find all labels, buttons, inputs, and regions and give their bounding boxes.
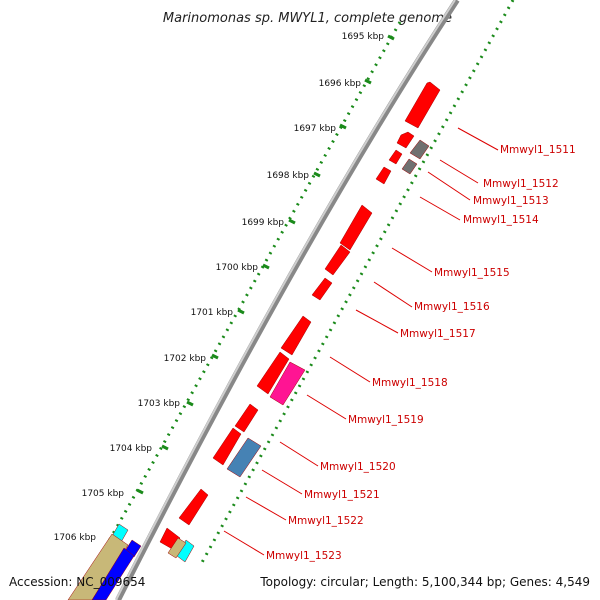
accession-text: Accession: NC_009654 bbox=[9, 575, 145, 589]
kbp-label-1701: 1701 kbp bbox=[191, 308, 234, 318]
kbp-label-1705: 1705 kbp bbox=[82, 489, 125, 499]
kbp-label-1702: 1702 kbp bbox=[164, 354, 207, 364]
gene-gray-arrow-1[interactable] bbox=[409, 139, 430, 160]
gene-1519-block[interactable] bbox=[269, 361, 306, 406]
gene-1516-arrow[interactable] bbox=[324, 244, 351, 276]
kbp-label-1703: 1703 kbp bbox=[138, 399, 181, 409]
kbp-label-1697: 1697 kbp bbox=[294, 124, 337, 134]
kbp-label-1698: 1698 kbp bbox=[267, 171, 310, 181]
gene-1514-arrow[interactable] bbox=[375, 166, 392, 185]
gene-1518b-arrow[interactable] bbox=[256, 351, 290, 395]
gene-khaki-small[interactable] bbox=[167, 537, 187, 559]
kbp-labels: 1695 kbp 1696 kbp 1697 kbp 1698 kbp 1699… bbox=[54, 32, 385, 543]
topology-text: Topology: circular; Length: 5,100,344 bp… bbox=[259, 575, 590, 589]
gene-1513-arrow[interactable] bbox=[388, 149, 403, 165]
genome-backbone-highlight bbox=[115, 0, 456, 600]
gene-label-1516[interactable]: Mmwyl1_1516 bbox=[414, 301, 490, 313]
gene-gray-arrow-2[interactable] bbox=[401, 158, 418, 175]
gene-1520b-arrow[interactable] bbox=[212, 427, 242, 466]
gene-label-group: Mmwyl1_1511 Mmwyl1_1512 Mmwyl1_1513 Mmwy… bbox=[266, 144, 576, 562]
gene-label-1520[interactable]: Mmwyl1_1520 bbox=[320, 461, 396, 473]
gene-khaki-large[interactable] bbox=[67, 533, 129, 600]
scale-track-outer bbox=[93, 21, 402, 567]
gene-label-1512[interactable]: Mmwyl1_1512 bbox=[483, 178, 559, 190]
gene-label-1519[interactable]: Mmwyl1_1519 bbox=[348, 414, 424, 426]
gene-label-1522[interactable]: Mmwyl1_1522 bbox=[288, 515, 364, 527]
leader-lines bbox=[223, 127, 499, 556]
gene-1521-block[interactable] bbox=[226, 437, 262, 478]
gene-features bbox=[67, 81, 441, 600]
genome-backbone bbox=[115, 0, 460, 600]
gene-blue-arrow-2[interactable] bbox=[91, 547, 135, 600]
kbp-label-1699: 1699 kbp bbox=[242, 218, 285, 228]
gene-1511-arrow[interactable] bbox=[404, 81, 441, 129]
gene-label-1521[interactable]: Mmwyl1_1521 bbox=[304, 489, 380, 501]
gene-label-1523[interactable]: Mmwyl1_1523 bbox=[266, 550, 342, 562]
kbp-label-1700: 1700 kbp bbox=[216, 263, 259, 273]
gene-label-1515[interactable]: Mmwyl1_1515 bbox=[434, 267, 510, 279]
gene-label-1513[interactable]: Mmwyl1_1513 bbox=[473, 195, 549, 207]
gene-1518a-arrow[interactable] bbox=[280, 315, 312, 356]
kbp-label-1695: 1695 kbp bbox=[342, 32, 385, 42]
gene-label-1511[interactable]: Mmwyl1_1511 bbox=[500, 144, 576, 156]
gene-1520a-arrow[interactable] bbox=[234, 403, 259, 433]
map-title: Marinomonas sp. MWYL1, complete genome bbox=[163, 11, 452, 26]
gene-label-1518[interactable]: Mmwyl1_1518 bbox=[372, 377, 448, 389]
gene-1517-arrow[interactable] bbox=[311, 277, 333, 301]
kbp-label-1704: 1704 kbp bbox=[110, 444, 153, 454]
kbp-label-1696: 1696 kbp bbox=[319, 79, 362, 89]
kbp-label-1706: 1706 kbp bbox=[54, 533, 97, 543]
gene-label-1514[interactable]: Mmwyl1_1514 bbox=[463, 214, 539, 226]
gene-label-1517[interactable]: Mmwyl1_1517 bbox=[400, 328, 476, 340]
gene-1515-arrow[interactable] bbox=[339, 204, 373, 251]
gene-1522-arrow[interactable] bbox=[178, 488, 209, 526]
gene-1512-arrow[interactable] bbox=[396, 131, 415, 149]
